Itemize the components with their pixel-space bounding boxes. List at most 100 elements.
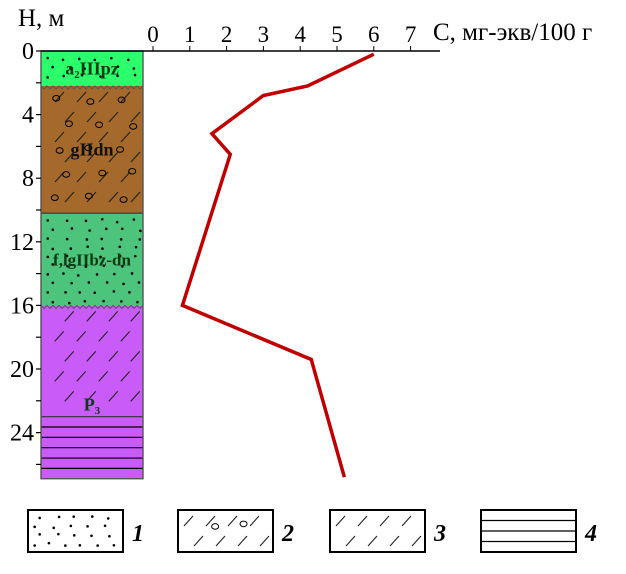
dot bbox=[46, 291, 49, 294]
dot bbox=[134, 255, 137, 258]
dot bbox=[62, 272, 65, 275]
hatch-stroke bbox=[260, 536, 269, 546]
dot bbox=[79, 544, 82, 547]
x-tick-label: 3 bbox=[258, 22, 270, 47]
dot bbox=[46, 237, 49, 240]
pebble bbox=[212, 524, 219, 530]
dot bbox=[105, 228, 108, 231]
dot bbox=[52, 527, 55, 530]
y-tick-label: 12 bbox=[10, 230, 34, 256]
dot bbox=[85, 220, 88, 223]
dot bbox=[131, 272, 134, 275]
legend-label: 3 bbox=[433, 521, 446, 547]
dot bbox=[66, 219, 69, 222]
dot bbox=[100, 238, 103, 241]
hatch-stroke bbox=[216, 536, 225, 546]
dot bbox=[70, 282, 73, 285]
dot bbox=[33, 526, 36, 529]
dot bbox=[51, 228, 54, 231]
dot bbox=[72, 515, 75, 518]
dot bbox=[86, 238, 89, 241]
dot bbox=[106, 281, 109, 284]
layer-label: a₂IIIpz bbox=[65, 58, 118, 78]
layer-label: P₃ bbox=[84, 394, 101, 414]
legend-label: 2 bbox=[281, 521, 294, 547]
x-tick-label: 5 bbox=[331, 22, 343, 47]
dot bbox=[46, 57, 49, 60]
dot bbox=[127, 59, 130, 62]
dot bbox=[78, 291, 81, 294]
hatch-stroke bbox=[402, 516, 411, 526]
dot bbox=[135, 246, 138, 249]
dot bbox=[66, 238, 69, 241]
dot bbox=[77, 274, 80, 277]
dot bbox=[46, 76, 49, 79]
legend-item: 2 bbox=[178, 510, 294, 552]
dot bbox=[134, 74, 137, 77]
dot bbox=[120, 238, 123, 241]
dot bbox=[84, 300, 87, 303]
hatch-stroke bbox=[380, 516, 389, 526]
dot bbox=[68, 302, 71, 305]
series bbox=[182, 54, 374, 477]
layer: P₃ bbox=[41, 305, 143, 416]
dot bbox=[88, 281, 91, 284]
hatch-stroke bbox=[390, 536, 399, 546]
legend-label: 4 bbox=[584, 521, 597, 547]
dot bbox=[86, 245, 89, 248]
layer bbox=[41, 417, 143, 479]
dot bbox=[51, 301, 54, 304]
dot bbox=[101, 218, 104, 221]
hatch-stroke bbox=[336, 516, 345, 526]
dot bbox=[57, 533, 60, 536]
hatch-stroke bbox=[206, 516, 215, 526]
y-tick-label: 20 bbox=[10, 357, 34, 383]
dot bbox=[113, 273, 116, 276]
layer: a₂IIIpz bbox=[41, 51, 143, 86]
dot bbox=[88, 229, 91, 232]
layer-label: f,lgIIbz-dn bbox=[53, 250, 131, 269]
dot bbox=[51, 281, 54, 284]
dot bbox=[70, 525, 73, 528]
dot bbox=[113, 544, 116, 547]
dot bbox=[118, 245, 121, 248]
x-tick-label: 1 bbox=[184, 22, 196, 47]
y-tick-label: 8 bbox=[22, 166, 34, 192]
layer-label: gIIdn bbox=[70, 140, 113, 160]
concentration-line bbox=[182, 54, 373, 477]
hatch-stroke bbox=[412, 536, 421, 546]
dot bbox=[133, 218, 136, 221]
x-tick-label: 7 bbox=[405, 22, 417, 47]
dot bbox=[136, 301, 139, 304]
hatch-stroke bbox=[368, 536, 377, 546]
dot bbox=[116, 221, 119, 224]
dot bbox=[46, 273, 49, 276]
legend-item: 3 bbox=[330, 510, 446, 552]
hatch-stroke bbox=[358, 516, 367, 526]
dot bbox=[64, 291, 67, 294]
x-tick-label: 6 bbox=[368, 22, 380, 47]
x-tick-label: 0 bbox=[147, 22, 159, 47]
dot bbox=[46, 256, 49, 259]
y-tick-label: 24 bbox=[10, 421, 34, 447]
y-tick-label: 16 bbox=[10, 293, 34, 319]
pebble bbox=[240, 521, 247, 527]
dot bbox=[96, 273, 99, 276]
geologic-column: a₂IIIpz gIIdn f,lgIIbz-dn P₃ bbox=[41, 51, 143, 479]
dot bbox=[138, 281, 141, 284]
dot bbox=[51, 66, 54, 69]
dot bbox=[113, 290, 116, 293]
layer: gIIdn bbox=[41, 86, 143, 213]
dot bbox=[121, 227, 124, 230]
dot bbox=[48, 542, 51, 545]
dot bbox=[91, 515, 94, 518]
y-tick-label: 4 bbox=[22, 103, 34, 129]
dot bbox=[93, 291, 96, 294]
dot bbox=[38, 517, 41, 520]
dot bbox=[33, 544, 36, 547]
hatch-stroke bbox=[250, 516, 259, 526]
dot bbox=[108, 535, 111, 538]
